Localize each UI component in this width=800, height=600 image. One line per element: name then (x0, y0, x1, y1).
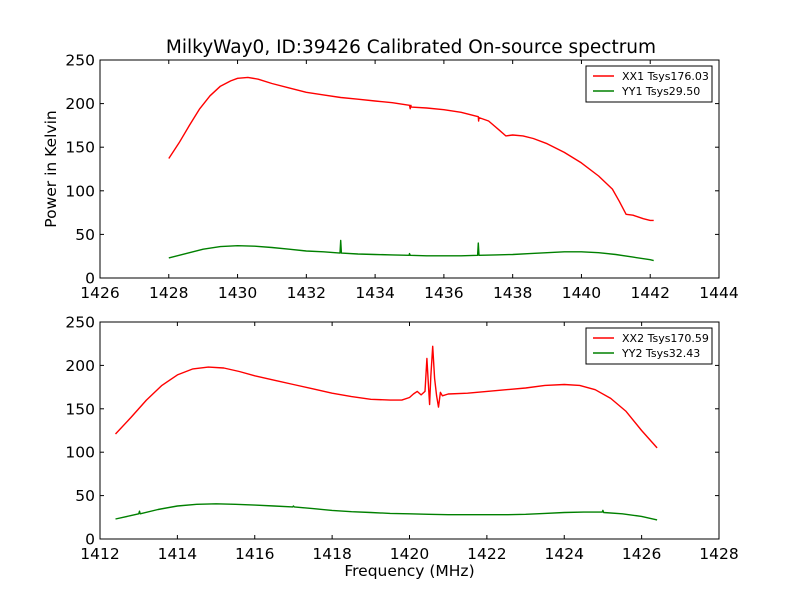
y-axis-label: Power in Kelvin (42, 110, 60, 227)
chart-title: MilkyWay0, ID:39426 Calibrated On-source… (166, 37, 656, 58)
series-line-1-1 (168, 76, 654, 222)
legend-box (585, 65, 713, 103)
x-tick-label: 1440 (562, 284, 601, 302)
plot-frame (99, 59, 720, 279)
x-tick-label: 1426 (80, 284, 119, 302)
x-tick-label: 1422 (467, 545, 506, 563)
x-tick-label: 1416 (235, 545, 274, 563)
x-tick-label: 1444 (699, 284, 738, 302)
y-tick-label: 150 (65, 400, 95, 418)
x-tick-label: 1430 (218, 284, 257, 302)
y-tick-label: 50 (75, 226, 95, 244)
x-tick-label: 1428 (149, 284, 188, 302)
x-tick-label: 1434 (355, 284, 394, 302)
legend: XX1 Tsys176.03 YY1 Tsys29.50 (585, 65, 713, 103)
legend-label: XX1 Tsys176.03 (622, 70, 709, 83)
y-tick-label: 250 (65, 52, 95, 70)
x-tick-label: 1436 (424, 284, 463, 302)
x-tick-label: 1418 (312, 545, 351, 563)
x-tick-label: 1442 (630, 284, 669, 302)
y-tick-label: 200 (65, 357, 95, 375)
legend-label: YY2 Tsys32.43 (621, 347, 700, 360)
x-tick-label: 1420 (390, 545, 429, 563)
x-tick-label: 1414 (158, 545, 197, 563)
series-line-2-2 (115, 503, 658, 521)
x-tick-label: 1424 (545, 545, 584, 563)
legend: XX2 Tsys170.59 YY2 Tsys32.43 (585, 327, 713, 365)
x-tick-label: 1428 (699, 545, 738, 563)
legend-label: YY1 Tsys29.50 (621, 85, 700, 98)
y-tick-label: 100 (65, 444, 95, 462)
x-tick-label: 1412 (80, 545, 119, 563)
y-tick-label: 0 (85, 270, 95, 288)
series-line-1-2 (168, 239, 654, 262)
y-tick-label: 200 (65, 95, 95, 113)
legend-label: XX2 Tsys170.59 (622, 332, 709, 345)
bottom-subplot: 1412 1414 1416 1418 1420 1422 1424 1426 1428 0 50 1… (65, 314, 738, 581)
y-tick-label: 250 (65, 314, 95, 332)
y-tick-label: 50 (75, 487, 95, 505)
y-tick-label: 150 (65, 139, 95, 157)
x-tick-label: 1426 (622, 545, 661, 563)
x-axis-label: Frequency (MHz) (344, 562, 474, 580)
series-line-2-1 (114, 345, 658, 449)
legend-box (585, 327, 713, 365)
top-subplot: 1426 1428 1430 1432 1434 1436 1438 1440 1442 1444… (42, 52, 739, 303)
y-tick-label: 100 (65, 182, 95, 200)
y-tick-label: 0 (85, 531, 95, 549)
x-tick-label: 1432 (287, 284, 326, 302)
x-tick-label: 1438 (493, 284, 532, 302)
